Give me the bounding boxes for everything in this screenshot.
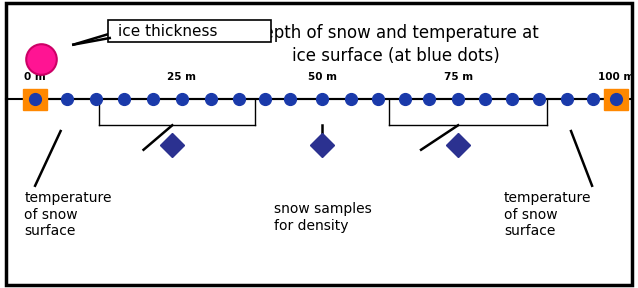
Text: temperature
of snow
surface: temperature of snow surface <box>24 191 112 238</box>
Text: 0 m: 0 m <box>24 72 46 82</box>
Text: ice thickness: ice thickness <box>118 24 218 39</box>
Text: depth of snow and temperature at
ice surface (at blue dots): depth of snow and temperature at ice sur… <box>253 24 538 65</box>
Text: snow samples
for density: snow samples for density <box>274 202 372 232</box>
Text: ice thickness: ice thickness <box>118 25 218 40</box>
Text: 100 m: 100 m <box>598 72 634 82</box>
Text: 25 m: 25 m <box>167 72 197 82</box>
Text: 75 m: 75 m <box>443 72 473 82</box>
Text: 50 m: 50 m <box>308 72 337 82</box>
Bar <box>604 89 628 110</box>
Bar <box>23 89 47 110</box>
Bar <box>108 20 271 42</box>
Text: temperature
of snow
surface: temperature of snow surface <box>504 191 591 238</box>
